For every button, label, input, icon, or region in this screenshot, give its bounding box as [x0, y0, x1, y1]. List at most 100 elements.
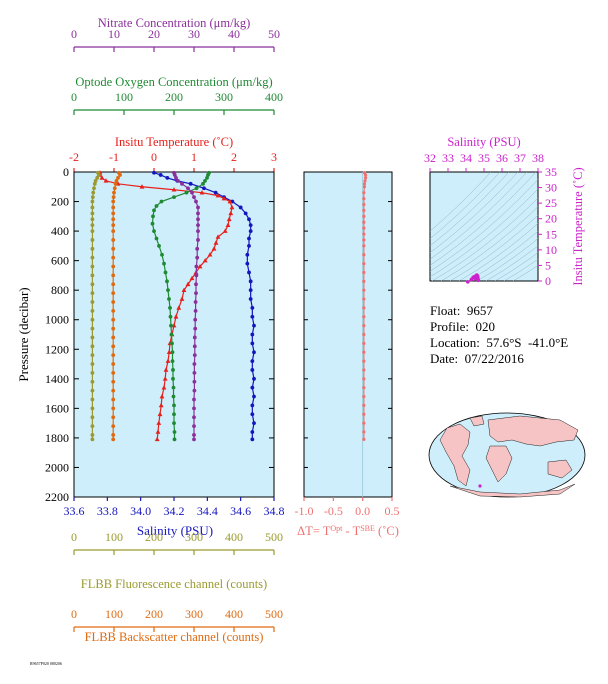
backscatter-point — [111, 195, 116, 200]
salinity-point — [250, 430, 255, 434]
ts-density-contour — [512, 265, 538, 281]
fluorescence-point — [90, 362, 95, 366]
oxygen-point — [205, 176, 209, 180]
fluorescence-point — [90, 223, 95, 228]
oxygen-tick-label: 300 — [215, 90, 233, 104]
footer-id-text: R9657P020 080206 — [30, 661, 62, 666]
ts-y-tick-label: 0 — [545, 274, 551, 288]
delta-t-tick-label: 0.0 — [355, 504, 370, 518]
salinity-point — [250, 412, 255, 417]
delta-t-point — [362, 394, 366, 399]
delta-t-point — [362, 214, 366, 218]
ts-density-contour — [430, 172, 519, 254]
backscatter-point — [111, 424, 116, 428]
backscatter-point — [111, 326, 116, 331]
fluorescence-point — [90, 424, 95, 428]
nitrate-point — [192, 406, 196, 411]
delta-t-point — [362, 341, 366, 345]
backscatter-point — [112, 186, 117, 191]
oxygen-point — [171, 385, 176, 390]
salinity-point — [165, 176, 170, 180]
delta-t-point — [362, 191, 366, 195]
oxygen-point — [169, 332, 174, 337]
oxygen-point — [172, 421, 176, 426]
salinity-tick-label: 34.4 — [197, 504, 218, 518]
nitrate-point — [194, 273, 199, 278]
ts-density-contour — [503, 258, 538, 281]
nitrate-point — [193, 317, 198, 322]
oxygen-point — [172, 412, 176, 417]
y-tick-label: 200 — [51, 195, 69, 209]
nitrate-point — [192, 415, 196, 420]
temperature-point — [171, 187, 177, 192]
delta-t-point — [362, 386, 366, 390]
fluorescence-point — [90, 397, 95, 402]
salinity-point — [248, 279, 253, 284]
delta-t-point — [362, 403, 366, 408]
fluorescence-point — [90, 273, 95, 278]
delta-t-point — [362, 196, 366, 201]
delta-t-point — [362, 270, 366, 275]
oxygen-point — [168, 306, 172, 310]
backscatter-point — [111, 217, 116, 222]
fluorescence-point — [90, 238, 95, 242]
nitrate-point — [192, 388, 197, 393]
fluorescence-point — [90, 195, 95, 200]
salinity-point — [250, 306, 255, 310]
fluorescence-point — [92, 186, 96, 191]
salinity-tick-label: 34.6 — [230, 504, 251, 518]
salinity-point — [202, 186, 206, 191]
fluorescence-tick-label: 0 — [71, 530, 77, 544]
ts-point — [476, 278, 481, 283]
nitrate-axis-label: Nitrate Concentration (μm/kg) — [98, 16, 251, 30]
oxygen-point — [159, 199, 164, 204]
delta-t-point — [362, 359, 366, 363]
nitrate-point — [196, 211, 200, 216]
oxygen-point — [184, 190, 189, 195]
ts-plot-area — [429, 171, 539, 282]
fluorescence-point — [90, 335, 95, 340]
salinity-point — [252, 323, 256, 328]
backscatter-tick-label: 400 — [225, 607, 243, 621]
backscatter-tick-label: 0 — [71, 607, 77, 621]
ts-density-contours — [430, 172, 538, 281]
backscatter-point — [111, 371, 116, 375]
ts-x-axis-label: Salinity (PSU) — [447, 135, 520, 149]
map-land-africa — [485, 445, 513, 483]
nitrate-point — [196, 217, 200, 222]
profile-text: Profile: 020 — [430, 319, 495, 334]
ts-density-contour — [494, 252, 538, 281]
oxygen-tick-label: 100 — [115, 90, 133, 104]
salinity-tick-label: 33.6 — [64, 504, 85, 518]
backscatter-axis-label: FLBB Backscatter channel (counts) — [85, 630, 264, 644]
delta-t-tick-label: -1.0 — [295, 504, 314, 518]
backscatter-point — [113, 181, 118, 186]
date-text: Date: 07/22/2016 — [430, 351, 524, 366]
salinity-point — [245, 261, 250, 266]
temperature-point — [228, 210, 234, 216]
nitrate-point — [193, 300, 198, 304]
temperature-point — [221, 195, 227, 201]
backscatter-point — [111, 223, 116, 228]
ts-x-tick-label: 35 — [478, 151, 490, 165]
bottom-axes: 33.6 33.8 34.0 34.2 34.4 34.6 34.8 Salinity (PS… — [64, 497, 285, 644]
oxygen-point — [171, 376, 175, 381]
y-tick-label: 400 — [51, 224, 69, 238]
fluorescence-point — [90, 308, 95, 313]
nitrate-point — [194, 199, 198, 204]
fluorescence-tick-label: 400 — [225, 530, 243, 544]
temperature-point — [157, 411, 163, 417]
fluorescence-point — [96, 173, 101, 177]
nitrate-point — [192, 397, 196, 402]
nitrate-point — [192, 424, 196, 428]
backscatter-point — [111, 353, 116, 358]
salinity-point — [248, 223, 253, 228]
nitrate-point — [196, 229, 200, 233]
nitrate-point — [195, 246, 200, 251]
temperature-point — [225, 222, 231, 227]
nitrate-point — [196, 205, 200, 210]
salinity-point — [188, 181, 193, 186]
temperature-point — [103, 178, 109, 183]
oxygen-point — [170, 359, 175, 363]
